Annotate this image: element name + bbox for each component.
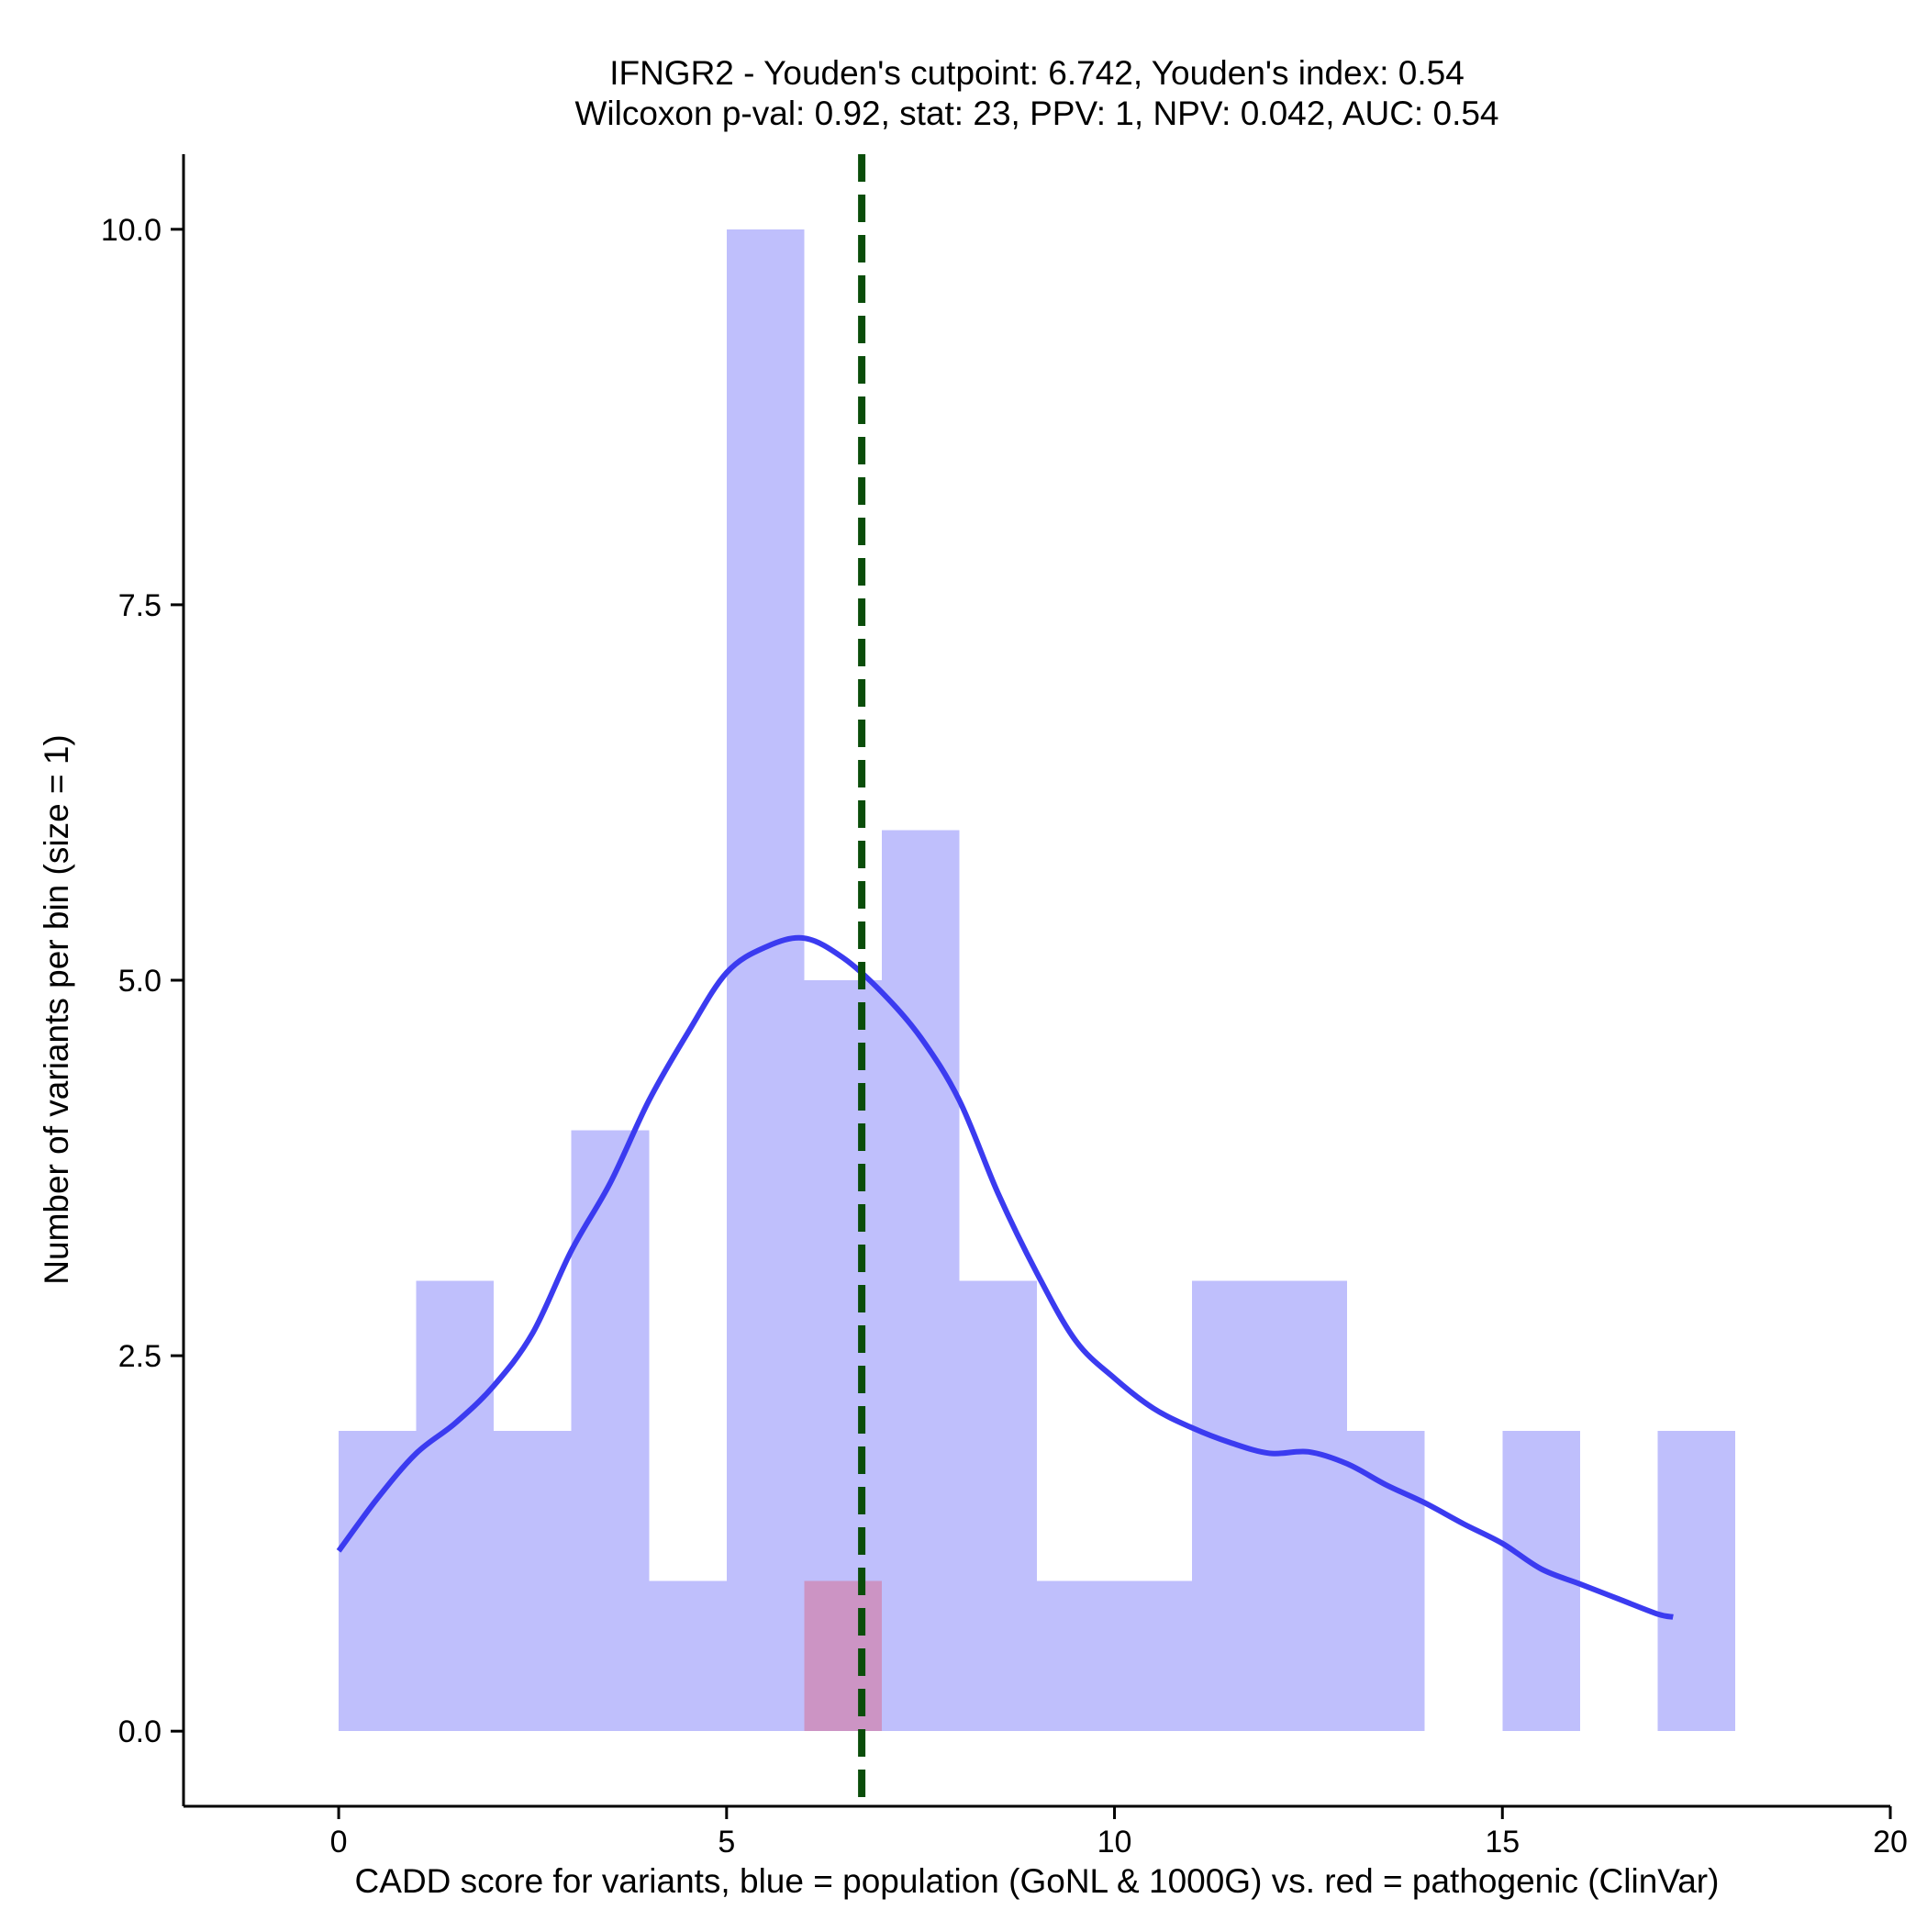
x-tick-label: 20 bbox=[1873, 1825, 1908, 1859]
population-bar-0 bbox=[339, 1430, 417, 1732]
x-axis-title: CADD score for variants, blue = populati… bbox=[355, 1862, 1720, 1900]
pathogenic-bar-0 bbox=[804, 1580, 882, 1732]
x-tick-label: 10 bbox=[1097, 1825, 1132, 1859]
population-bar-10 bbox=[1114, 1580, 1193, 1732]
population-bar-4 bbox=[649, 1580, 727, 1732]
population-bar-12 bbox=[1269, 1280, 1348, 1732]
population-bar-7 bbox=[881, 830, 960, 1732]
x-tick-label: 5 bbox=[718, 1825, 735, 1859]
population-bar-9 bbox=[1037, 1580, 1115, 1732]
population-bar-13 bbox=[1347, 1430, 1425, 1732]
y-tick-label: 10.0 bbox=[101, 213, 162, 248]
y-tick-label: 2.5 bbox=[118, 1339, 162, 1374]
density-curve bbox=[336, 934, 1674, 1620]
x-tick-label: 15 bbox=[1485, 1825, 1520, 1859]
population-bar-11 bbox=[1192, 1280, 1270, 1732]
y-tick-label: 7.5 bbox=[118, 588, 162, 623]
population-bar-15 bbox=[1657, 1430, 1735, 1732]
y-tick-label: 5.0 bbox=[118, 964, 162, 999]
population-bar-2 bbox=[494, 1430, 572, 1732]
x-tick-label: 0 bbox=[330, 1825, 348, 1859]
plot-area: 0 5 10 15 20 0.0 2.5 5.0 7.5 10.0 bbox=[101, 154, 1908, 1859]
chart-title-line-1: IFNGR2 - Youden's cutpoint: 6.742, Youde… bbox=[609, 54, 1465, 92]
population-bar-8 bbox=[959, 1280, 1037, 1732]
population-bar-5 bbox=[726, 229, 805, 1732]
chart-title-line-2: Wilcoxon p-val: 0.92, stat: 23, PPV: 1, … bbox=[574, 95, 1498, 132]
population-bar-3 bbox=[571, 1130, 650, 1732]
population-bar-1 bbox=[416, 1280, 495, 1732]
y-tick-label: 0.0 bbox=[118, 1714, 162, 1749]
y-axis-title: Number of variants per bin (size = 1) bbox=[38, 734, 75, 1284]
